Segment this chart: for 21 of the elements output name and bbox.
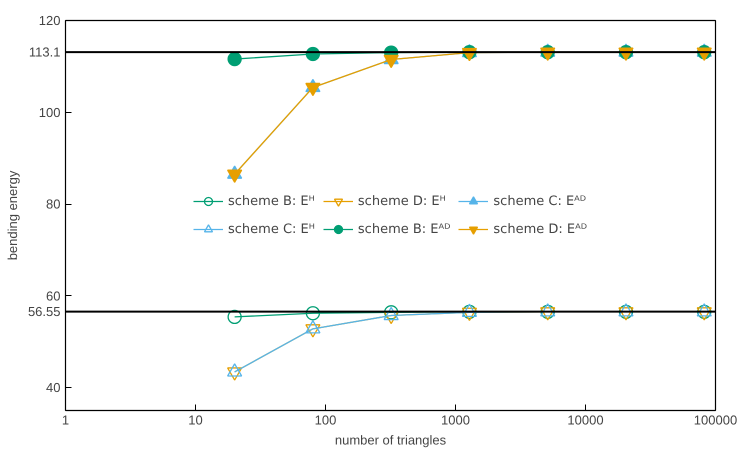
y-axis-title: bending energy [4,170,20,260]
x-tick-label: 100 [314,412,336,428]
legend-label: scheme B: Eᴬᴰ [358,222,450,236]
x-tick-label: 10000 [567,412,604,428]
x-tick-label: 1 [62,412,70,428]
y-tick-label: 80 [46,196,61,212]
y-tick-label: 40 [46,380,61,396]
x-tick-label: 1000 [441,412,470,428]
legend-label: scheme D: Eᴬᴰ [493,222,588,236]
legend-label: scheme C: Eᴴ [228,222,315,236]
x-axis-title: number of triangles [334,432,447,448]
y-tick-label: 56.55 [28,304,61,320]
x-tick-label: 100000 [694,412,738,428]
legend-label: scheme B: Eᴴ [228,194,315,208]
y-tick-label: 113.1 [28,44,61,60]
y-tick-label: 120 [38,13,61,28]
y-tick-label: 100 [38,104,61,120]
legend-label: scheme D: Eᴴ [358,194,446,208]
y-tick-label: 60 [46,288,61,304]
legend-label: scheme C: Eᴬᴰ [493,194,586,208]
x-tick-label: 10 [188,412,203,428]
